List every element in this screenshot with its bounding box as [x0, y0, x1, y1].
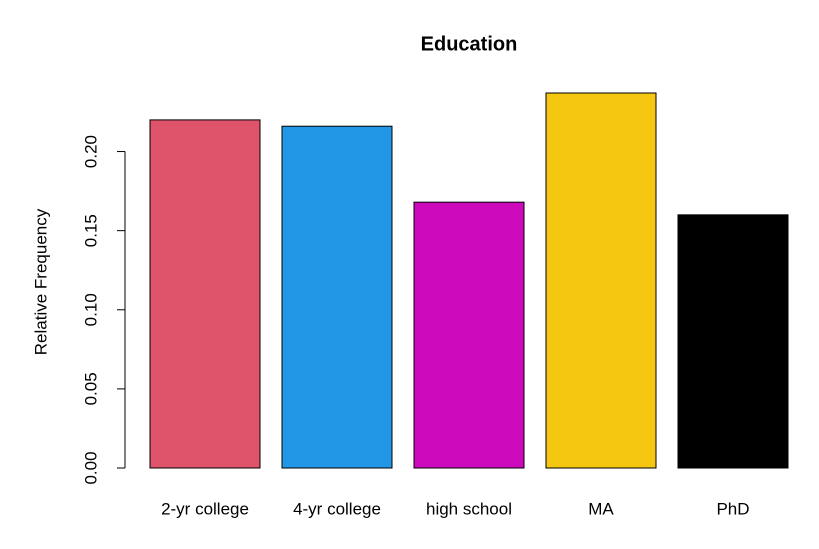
bar — [677, 214, 789, 469]
x-tick-label: MA — [588, 499, 614, 518]
x-tick-label: 2-yr college — [161, 499, 249, 518]
x-tick-label: high school — [426, 499, 512, 518]
y-axis-label: Relative Frequency — [31, 208, 50, 355]
x-tick-label: PhD — [716, 499, 749, 518]
y-tick-label: 0.15 — [81, 214, 100, 247]
y-tick-label: 0.10 — [81, 293, 100, 326]
bar — [545, 92, 657, 469]
y-tick-label: 0.05 — [81, 372, 100, 405]
bar — [149, 119, 261, 469]
x-tick-label: 4-yr college — [293, 499, 381, 518]
chart-title: Education — [421, 33, 518, 55]
y-tick-label: 0.20 — [81, 135, 100, 168]
bar — [281, 125, 393, 469]
y-tick-label: 0.00 — [81, 451, 100, 484]
bar — [413, 201, 525, 469]
